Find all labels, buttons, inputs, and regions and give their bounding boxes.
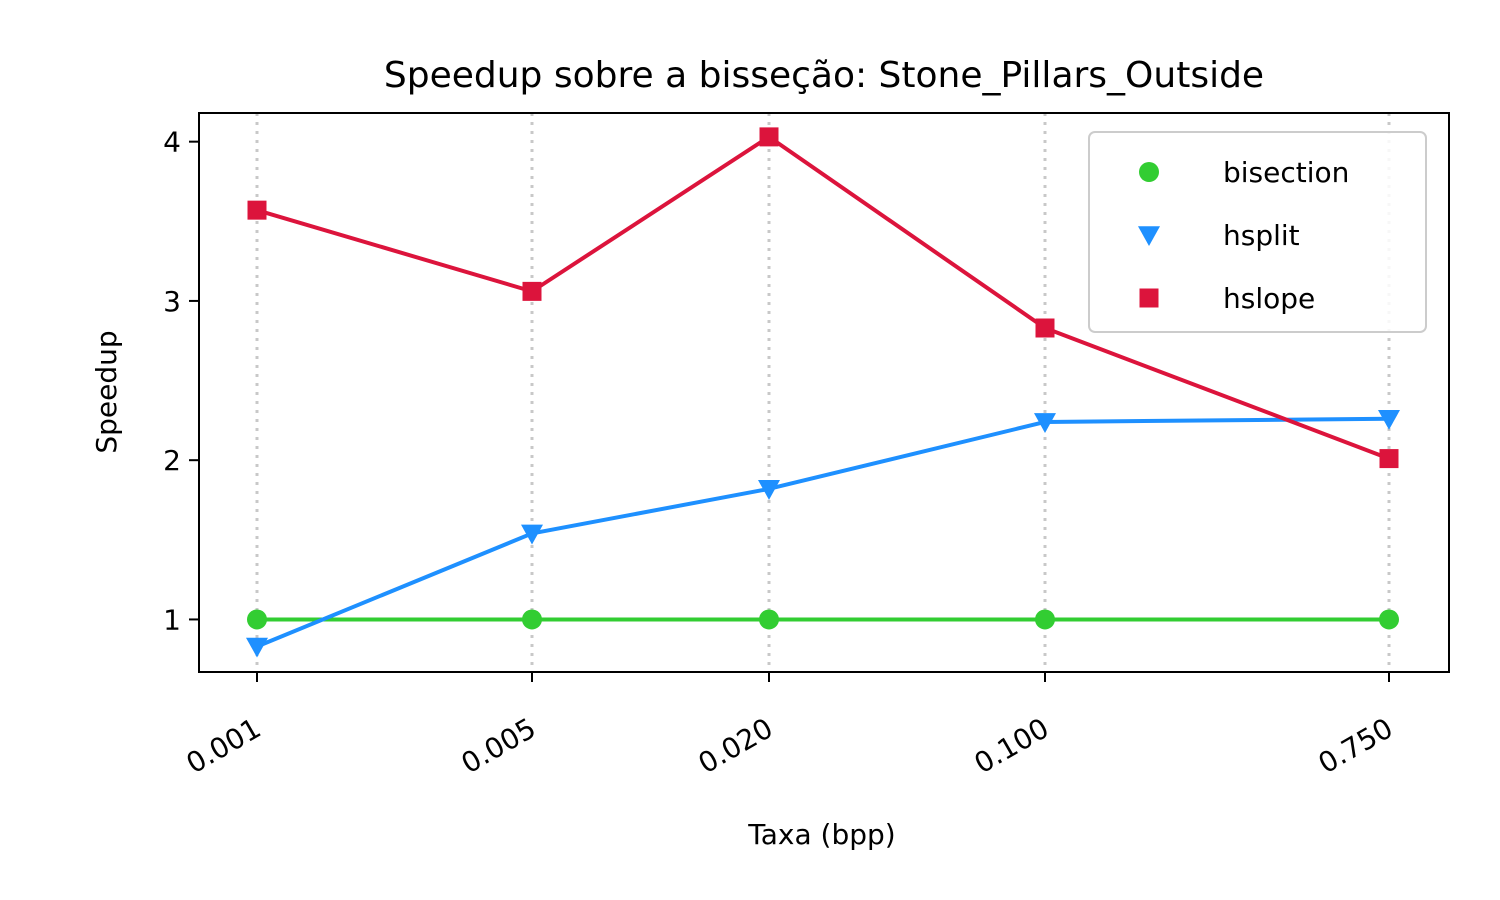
bisection-point bbox=[1379, 609, 1399, 630]
hsplit-point bbox=[758, 480, 780, 500]
y-axis: 1 2 3 4 bbox=[163, 126, 199, 636]
chart-title: Speedup sobre a bisseção: Stone_Pillars_… bbox=[384, 55, 1264, 96]
legend: bisection hsplit hslope bbox=[1088, 131, 1427, 333]
y-axis-label: Speedup bbox=[90, 330, 123, 453]
bisection-point bbox=[759, 609, 779, 630]
hslope-point bbox=[1035, 318, 1055, 338]
plot-area-frame bbox=[198, 112, 1450, 673]
legend-label-hslope: hslope bbox=[1223, 282, 1315, 315]
hslope-point bbox=[247, 200, 267, 220]
y-tick-label: 4 bbox=[163, 126, 181, 159]
x-axis-label: Taxa (bpp) bbox=[747, 818, 895, 851]
legend-label-bisection: bisection bbox=[1223, 156, 1349, 189]
legend-marker-hsplit bbox=[1138, 226, 1160, 246]
hsplit-line bbox=[256, 416, 1390, 649]
legend-marker-bisection bbox=[1139, 162, 1159, 182]
x-tick-label: 0.001 bbox=[181, 711, 267, 780]
x-axis: 0.001 0.005 0.020 0.100 0.750 bbox=[181, 672, 1399, 780]
hsplit-point bbox=[1034, 413, 1056, 433]
hsplit-point bbox=[521, 524, 543, 545]
bisection-point bbox=[1035, 609, 1055, 630]
legend-frame bbox=[1088, 131, 1427, 333]
series-group bbox=[246, 127, 1400, 658]
x-tick-label: 0.100 bbox=[969, 711, 1055, 780]
y-tick-label: 2 bbox=[163, 444, 181, 477]
hslope-point bbox=[522, 281, 542, 301]
x-tick-label: 0.005 bbox=[456, 711, 542, 780]
bisection-point bbox=[247, 609, 267, 630]
y-tick-label: 1 bbox=[163, 603, 181, 636]
bisection-point bbox=[522, 609, 542, 630]
x-tick-label: 0.750 bbox=[1313, 711, 1399, 780]
legend-marker-hslope bbox=[1139, 288, 1159, 308]
hslope-point bbox=[759, 127, 779, 147]
hsplit-point bbox=[1378, 409, 1400, 430]
grid-lines bbox=[255, 113, 1391, 672]
hslope-point bbox=[1379, 449, 1399, 469]
legend-label-hsplit: hsplit bbox=[1223, 219, 1300, 252]
y-tick-label: 3 bbox=[163, 285, 181, 318]
x-tick-label: 0.020 bbox=[693, 711, 779, 780]
hsplit-point bbox=[246, 637, 268, 658]
